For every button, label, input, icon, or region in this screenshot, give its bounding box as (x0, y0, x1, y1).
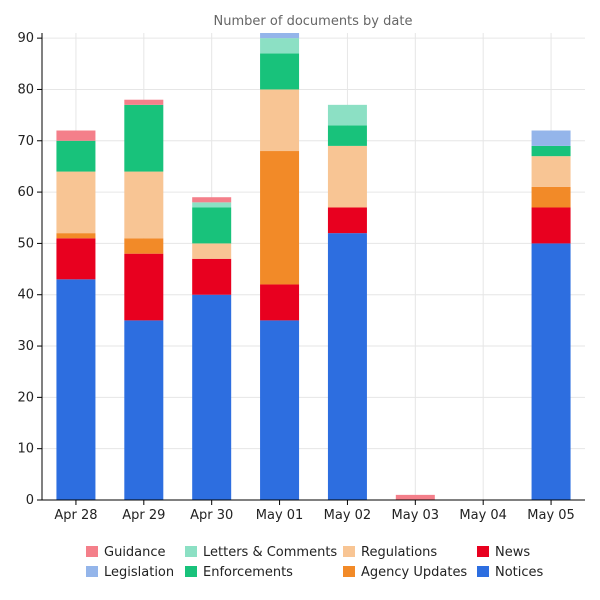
bar-segment-enforcements (192, 207, 232, 244)
bar-segment-regulations (327, 145, 367, 208)
legend-label: Notices (495, 565, 544, 580)
bar-segment-notices (327, 233, 367, 500)
legend-swatch (477, 546, 489, 557)
bar-segment-guidance (124, 99, 164, 105)
grid-layer (42, 33, 585, 500)
legend-label: Agency Updates (361, 565, 467, 580)
bar-segment-regulations (124, 171, 164, 239)
x-tick-label: May 03 (392, 508, 440, 523)
legend-label: Enforcements (203, 565, 293, 580)
bar-segment-agency-updates (260, 151, 300, 285)
bar-segment-news (124, 253, 164, 321)
legend-label: News (495, 545, 530, 560)
x-tick-label: May 05 (527, 508, 575, 523)
bar-segment-guidance (395, 494, 435, 500)
y-tick-label: 70 (17, 134, 34, 149)
y-tick-label: 20 (17, 390, 34, 405)
x-tick-label: May 04 (459, 508, 507, 523)
legend-label: Guidance (104, 545, 166, 560)
bar-segment-agency-updates (56, 233, 96, 239)
x-tick-label: Apr 28 (54, 508, 97, 523)
bar-segment-enforcements (124, 104, 164, 172)
bar-segment-regulations (260, 89, 300, 152)
bar-segment-letters-comments (260, 38, 300, 54)
bar-segment-notices (192, 294, 232, 500)
legend-swatch (86, 546, 98, 557)
x-tick-label: Apr 29 (122, 508, 165, 523)
bar-segment-news (56, 238, 96, 280)
bar-segment-legislation (531, 130, 571, 146)
bar-segment-agency-updates (531, 186, 571, 208)
bar-segment-notices (531, 243, 571, 500)
bar-segment-enforcements (56, 140, 96, 172)
legend-label: Regulations (361, 545, 437, 560)
legend-swatch (86, 566, 98, 577)
legend-swatch (185, 546, 197, 557)
bars-layer (56, 33, 571, 500)
bar-segment-news (260, 284, 300, 321)
x-tick-label: May 02 (324, 508, 372, 523)
y-tick-label: 0 (26, 493, 34, 508)
bar-segment-notices (124, 320, 164, 500)
y-tick-label: 30 (17, 339, 34, 354)
legend: Guidance Letters & Comments Regulations New… (86, 545, 544, 580)
y-tick-label: 40 (17, 288, 34, 303)
x-tick-label: May 01 (256, 508, 304, 523)
legend-label: Letters & Comments (203, 545, 337, 560)
bar-segment-news (192, 258, 232, 295)
bar-segment-letters-comments (327, 104, 367, 126)
y-tick-label: 10 (17, 442, 34, 457)
bar-segment-regulations (56, 171, 96, 234)
bar-segment-regulations (192, 243, 232, 259)
bar-segment-notices (56, 279, 96, 500)
y-tick-label: 90 (17, 31, 34, 46)
legend-swatch (343, 566, 355, 577)
legend-swatch (343, 546, 355, 557)
bar-segment-enforcements (327, 125, 367, 146)
bar-segment-legislation (260, 33, 300, 39)
x-tick-label: Apr 30 (190, 508, 233, 523)
bar-segment-news (327, 207, 367, 234)
bar-segment-guidance (56, 130, 96, 141)
bar-segment-letters-comments (192, 202, 232, 208)
bar-segment-news (531, 207, 571, 244)
y-tick-label: 60 (17, 185, 34, 200)
chart-title: Number of documents by date (214, 14, 413, 29)
bar-segment-guidance (192, 197, 232, 203)
bar-segment-notices (260, 320, 300, 500)
axis-layer: 0 10 20 30 40 50 60 70 80 90 Apr 28 Apr 29 Apr 30 May… (17, 31, 585, 523)
y-tick-label: 50 (17, 236, 34, 251)
bar-segment-enforcements (531, 145, 571, 157)
bar-segment-regulations (531, 156, 571, 187)
y-tick-label: 80 (17, 82, 34, 97)
bar-segment-agency-updates (124, 238, 164, 254)
legend-label: Legislation (104, 565, 174, 580)
bar-segment-enforcements (260, 53, 300, 90)
legend-swatch (185, 566, 197, 577)
legend-swatch (477, 566, 489, 577)
